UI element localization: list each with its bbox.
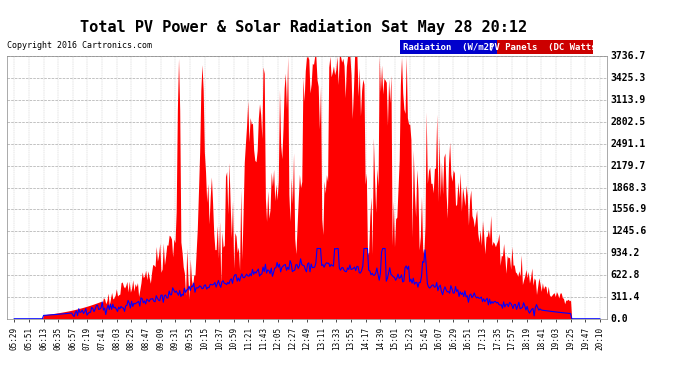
Text: 3425.3: 3425.3 (611, 73, 646, 83)
Text: 0.0: 0.0 (611, 314, 629, 324)
Text: 3113.9: 3113.9 (611, 95, 646, 105)
Text: 3736.7: 3736.7 (611, 51, 646, 61)
Text: 2802.5: 2802.5 (611, 117, 646, 127)
Text: 1556.9: 1556.9 (611, 204, 646, 214)
Text: 2179.7: 2179.7 (611, 160, 646, 171)
Text: 2491.1: 2491.1 (611, 139, 646, 149)
Text: Copyright 2016 Cartronics.com: Copyright 2016 Cartronics.com (7, 41, 152, 50)
Text: 1868.3: 1868.3 (611, 183, 646, 192)
Text: 1245.6: 1245.6 (611, 226, 646, 236)
Text: 622.8: 622.8 (611, 270, 640, 280)
Text: Radiation  (W/m2): Radiation (W/m2) (403, 43, 494, 52)
Text: 934.2: 934.2 (611, 248, 640, 258)
Text: PV Panels  (DC Watts): PV Panels (DC Watts) (489, 43, 602, 52)
Text: 311.4: 311.4 (611, 292, 640, 302)
Text: Total PV Power & Solar Radiation Sat May 28 20:12: Total PV Power & Solar Radiation Sat May… (80, 19, 527, 35)
